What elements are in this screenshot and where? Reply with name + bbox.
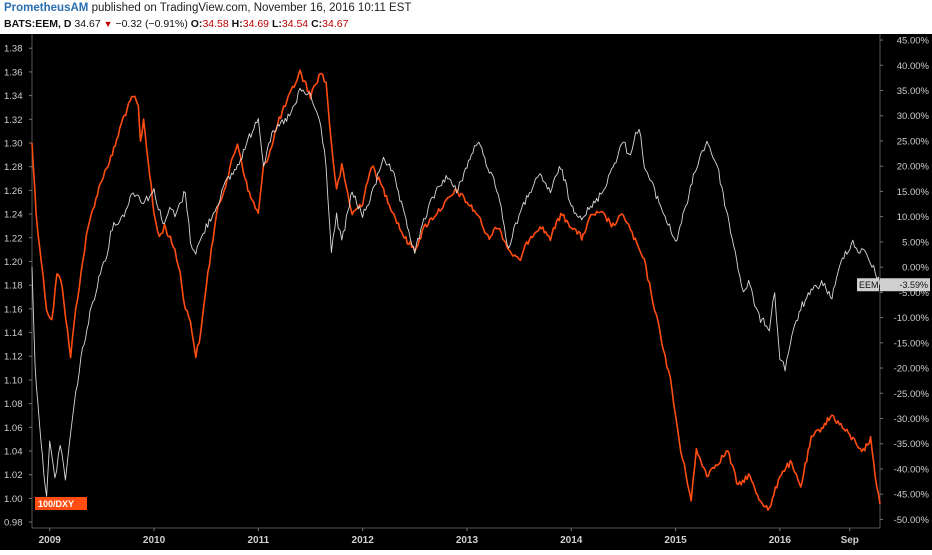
- left-tick-label: 1.26: [4, 186, 23, 197]
- left-tick-label: 1.36: [4, 67, 23, 78]
- right-tick-label: -5.00%: [899, 288, 930, 299]
- left-tick-label: 1.30: [4, 138, 23, 149]
- x-axis-bg: [0, 528, 932, 550]
- right-tick-label: -25.00%: [894, 389, 930, 400]
- right-tick-label: 40.00%: [897, 61, 930, 72]
- left-tick-label: 1.24: [4, 210, 23, 221]
- high-label: H:: [231, 18, 243, 30]
- dxy-legend-box: [35, 497, 87, 510]
- open-value: 34.58: [202, 18, 229, 30]
- left-tick-label: 0.98: [4, 518, 23, 529]
- plot-background: [0, 34, 932, 550]
- left-tick-label: 1.06: [4, 423, 23, 434]
- right-tick-label: 25.00%: [897, 136, 930, 147]
- left-axis-bg: [0, 34, 32, 550]
- right-tick-label: -10.00%: [894, 313, 930, 324]
- author-name[interactable]: PrometheusAM: [4, 2, 89, 14]
- published-text: published on TradingView.com, November 1…: [91, 2, 412, 14]
- right-tick-label: 35.00%: [897, 86, 930, 97]
- price-change: −0.32 (−0.91%): [115, 18, 188, 30]
- left-tick-label: 1.08: [4, 399, 23, 410]
- low-value: 34.54: [281, 18, 309, 30]
- symbol-label: BATS:EEM, D: [4, 18, 72, 30]
- x-tick-label: 2010: [143, 535, 166, 546]
- x-tick-label: 2015: [664, 535, 687, 546]
- right-tick-label: 30.00%: [897, 111, 930, 122]
- eem-name-label: EEM: [859, 280, 879, 290]
- left-tick-label: 1.10: [4, 375, 23, 386]
- left-tick-label: 1.16: [4, 304, 23, 315]
- left-tick-label: 1.18: [4, 281, 23, 292]
- labels-layer: 100/DXY EEM -3.59%: [35, 278, 930, 510]
- left-tick-label: 1.12: [4, 352, 23, 363]
- left-tick-label: 1.38: [4, 44, 23, 55]
- close-label: C:: [311, 18, 323, 30]
- series-line-dxy: [31, 69, 881, 511]
- right-tick-label: -50.00%: [894, 515, 930, 526]
- down-arrow-icon: ▼: [103, 19, 113, 29]
- right-tick-label: -35.00%: [894, 439, 930, 450]
- eem-name-box: [857, 278, 879, 292]
- left-tick-label: 1.14: [4, 328, 23, 339]
- series-line-eem: [31, 87, 881, 497]
- right-tick-label: 10.00%: [897, 212, 930, 223]
- x-tick-label: Sep: [841, 535, 859, 546]
- left-tick-label: 1.04: [4, 446, 23, 457]
- left-tick-label: 1.32: [4, 115, 23, 126]
- x-tick-label: 2014: [560, 535, 583, 546]
- chart-area[interactable]: 1.38 1.36 1.34 1.32 1.30 1.28 1.26 1.24 1.22 1.20…: [0, 34, 932, 550]
- eem-last-value: -3.59%: [899, 280, 928, 290]
- left-axis-ticks: 1.38 1.36 1.34 1.32 1.30 1.28 1.26 1.24 1.22 1.20…: [4, 44, 32, 529]
- right-axis-ticks: 45.00% 40.00% 35.00% 30.00% 25.00% 20.00% 15.0…: [880, 36, 930, 526]
- low-label: L:: [271, 18, 282, 30]
- x-tick-label: 2016: [769, 535, 792, 546]
- last-price: 34.67: [74, 18, 101, 30]
- right-tick-label: 5.00%: [902, 237, 929, 248]
- left-tick-label: 1.22: [4, 233, 23, 244]
- right-tick-label: -40.00%: [894, 464, 930, 475]
- right-tick-label: -20.00%: [894, 364, 930, 375]
- symbol-line: BATS:EEM, D 34.67 ▼ −0.32 (−0.91%) O:34.…: [4, 18, 348, 33]
- dxy-legend-label: 100/DXY: [38, 499, 74, 509]
- x-tick-label: 2012: [352, 535, 375, 546]
- left-tick-label: 1.20: [4, 257, 23, 268]
- left-tick-label: 1.34: [4, 91, 23, 102]
- right-tick-label: -15.00%: [894, 338, 930, 349]
- open-label: O:: [190, 18, 203, 30]
- right-tick-label: -30.00%: [894, 414, 930, 425]
- right-tick-label: 45.00%: [897, 36, 930, 47]
- right-tick-label: 20.00%: [897, 162, 930, 173]
- publish-line: PrometheusAM published on TradingView.co…: [4, 2, 411, 18]
- right-tick-label: 15.00%: [897, 187, 930, 198]
- x-tick-label: 2011: [247, 535, 269, 546]
- eem-value-box: [880, 278, 930, 292]
- right-axis-bg: [880, 34, 932, 550]
- high-value: 34.69: [242, 18, 270, 30]
- series-layer: [31, 69, 881, 511]
- right-tick-label: 0.00%: [902, 263, 929, 274]
- left-tick-label: 1.02: [4, 470, 23, 481]
- left-tick-label: 1.28: [4, 162, 23, 173]
- x-tick-label: 2013: [456, 535, 479, 546]
- x-tick-label: 2009: [39, 535, 62, 546]
- chart-svg[interactable]: 1.38 1.36 1.34 1.32 1.30 1.28 1.26 1.24 1.22 1.20…: [0, 34, 932, 550]
- right-tick-label: -45.00%: [894, 490, 930, 501]
- x-axis-ticks: 2009 2010 2011 2012 2013 2014 2015 2016 Sep: [39, 528, 859, 546]
- left-tick-label: 1.00: [4, 494, 23, 505]
- close-value: 34.67: [322, 18, 349, 30]
